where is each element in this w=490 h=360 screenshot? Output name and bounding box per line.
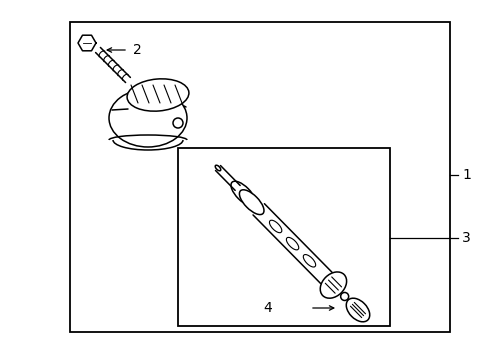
Text: 3: 3: [462, 231, 471, 245]
Ellipse shape: [173, 118, 183, 128]
Text: 1: 1: [462, 168, 471, 182]
Ellipse shape: [109, 89, 187, 147]
Ellipse shape: [341, 292, 349, 301]
Bar: [178, 148, 390, 326]
Ellipse shape: [346, 298, 370, 322]
Text: 2: 2: [133, 43, 142, 57]
Ellipse shape: [240, 190, 264, 215]
Ellipse shape: [215, 165, 221, 171]
Ellipse shape: [127, 79, 189, 111]
Ellipse shape: [320, 272, 346, 298]
Text: 4: 4: [263, 301, 272, 315]
Bar: [70, 22, 450, 332]
Ellipse shape: [231, 181, 256, 206]
